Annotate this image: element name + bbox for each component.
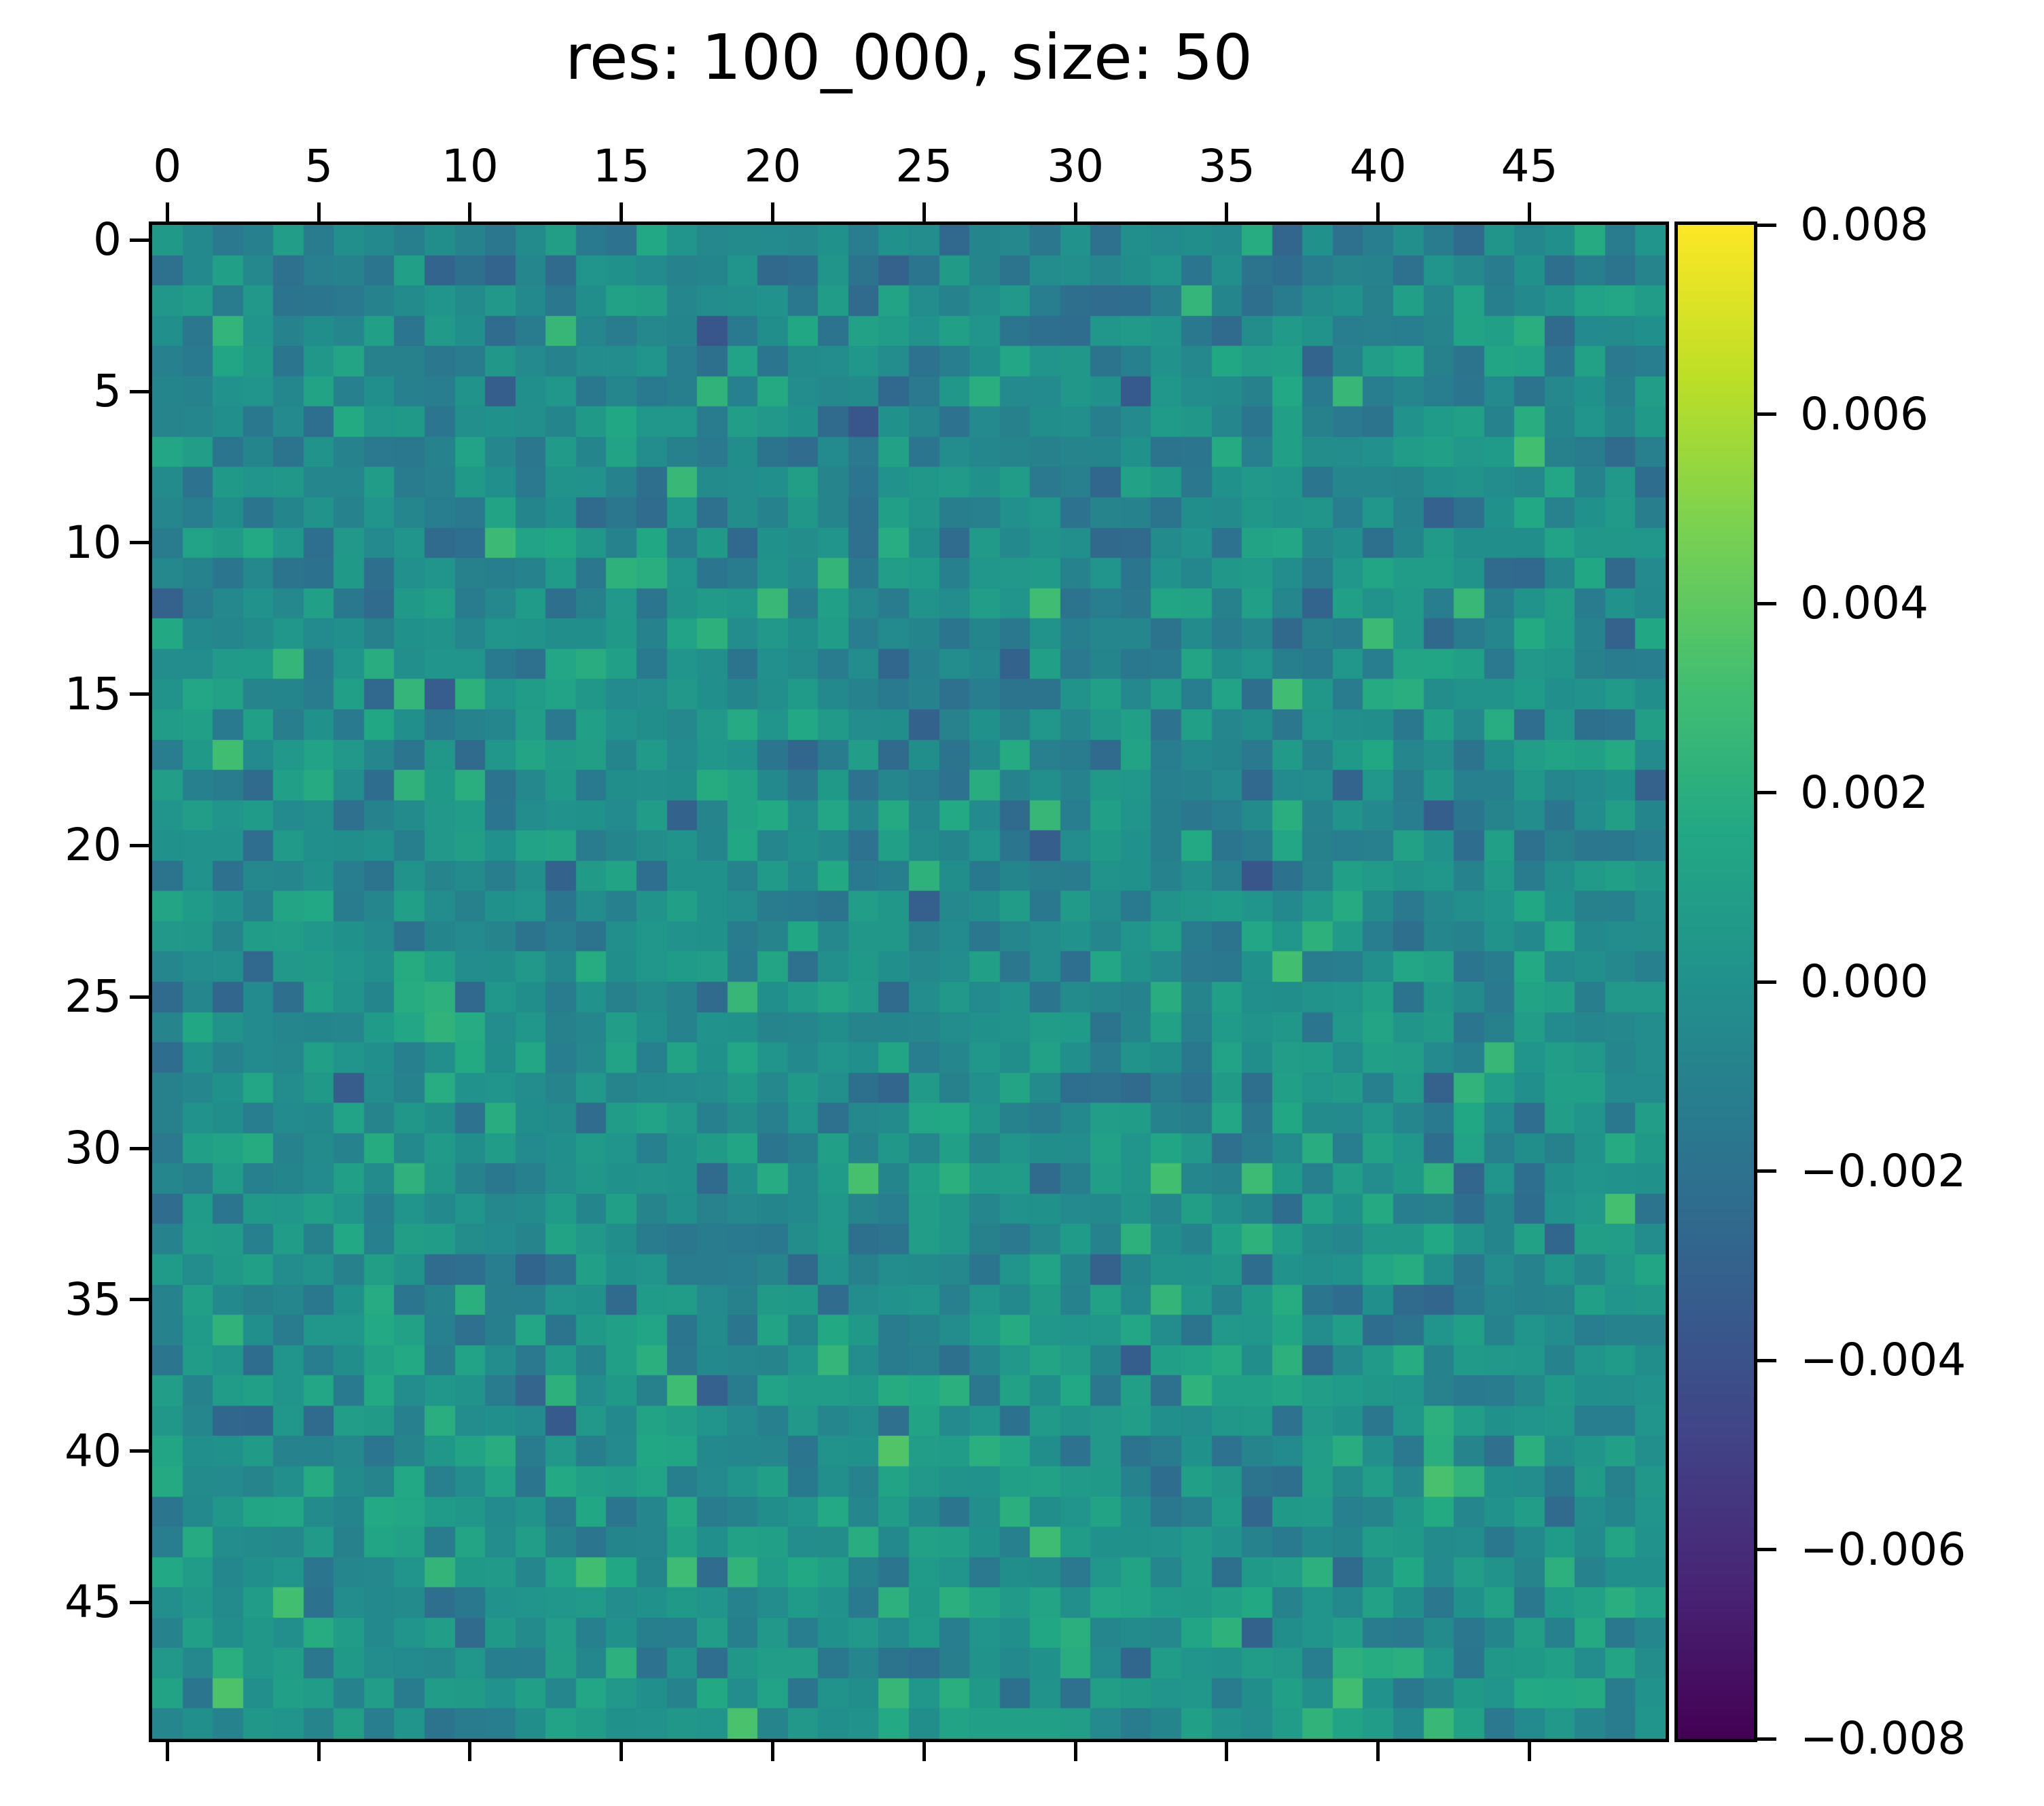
colorbar-tick-label-5: −0.002 xyxy=(1800,1144,1967,1197)
y-tick-20 xyxy=(130,843,149,847)
x-tick-label-15: 15 xyxy=(592,140,650,192)
colorbar-tick-1 xyxy=(1757,412,1776,416)
colorbar-tick-label-3: 0.002 xyxy=(1800,766,1929,819)
x-tick-top-15 xyxy=(620,202,624,222)
colorbar-tick-2 xyxy=(1757,601,1776,605)
x-tick-bottom-45 xyxy=(1527,1742,1531,1761)
colorbar-tick-label-1: 0.006 xyxy=(1800,387,1929,440)
x-tick-bottom-20 xyxy=(770,1742,774,1761)
x-tick-label-45: 45 xyxy=(1501,140,1558,192)
chart-title: res: 100_000, size: 50 xyxy=(565,21,1253,94)
x-tick-label-35: 35 xyxy=(1198,140,1255,192)
x-tick-bottom-10 xyxy=(468,1742,472,1761)
x-tick-bottom-15 xyxy=(620,1742,624,1761)
colorbar-tick-3 xyxy=(1757,791,1776,794)
colorbar-tick-8 xyxy=(1757,1737,1776,1741)
y-tick-30 xyxy=(130,1146,149,1150)
y-tick-10 xyxy=(130,541,149,545)
colorbar-tick-5 xyxy=(1757,1169,1776,1173)
x-tick-top-30 xyxy=(1073,202,1077,222)
x-tick-bottom-5 xyxy=(317,1742,321,1761)
x-tick-top-40 xyxy=(1376,202,1380,222)
y-tick-35 xyxy=(130,1298,149,1302)
y-tick-label-30: 30 xyxy=(65,1122,122,1175)
x-tick-label-0: 0 xyxy=(153,140,182,192)
colorbar-tick-6 xyxy=(1757,1358,1776,1362)
y-tick-25 xyxy=(130,995,149,999)
colorbar-tick-label-7: −0.006 xyxy=(1800,1523,1967,1576)
colorbar-tick-label-6: −0.004 xyxy=(1800,1334,1967,1386)
x-tick-bottom-40 xyxy=(1376,1742,1380,1761)
x-tick-top-25 xyxy=(922,202,926,222)
heatmap-canvas xyxy=(152,225,1666,1739)
colorbar xyxy=(1674,222,1757,1742)
x-tick-label-5: 5 xyxy=(304,140,334,192)
y-tick-15 xyxy=(130,692,149,696)
y-tick-label-25: 25 xyxy=(65,970,122,1023)
y-tick-5 xyxy=(130,389,149,393)
colorbar-tick-0 xyxy=(1757,223,1776,227)
x-tick-label-20: 20 xyxy=(744,140,802,192)
colorbar-tick-7 xyxy=(1757,1548,1776,1551)
heatmap-plot-area xyxy=(149,222,1669,1742)
y-tick-label-40: 40 xyxy=(65,1424,122,1477)
x-tick-top-5 xyxy=(317,202,321,222)
colorbar-tick-label-4: 0.000 xyxy=(1800,955,1929,1008)
x-tick-top-35 xyxy=(1225,202,1229,222)
x-tick-top-0 xyxy=(165,202,169,222)
y-tick-40 xyxy=(130,1449,149,1453)
x-tick-bottom-0 xyxy=(165,1742,169,1761)
colorbar-tick-label-0: 0.008 xyxy=(1800,198,1929,251)
y-tick-label-20: 20 xyxy=(65,819,122,872)
y-tick-45 xyxy=(130,1600,149,1604)
colorbar-tick-label-2: 0.004 xyxy=(1800,577,1929,629)
x-tick-top-20 xyxy=(770,202,774,222)
x-tick-label-25: 25 xyxy=(895,140,953,192)
y-tick-label-5: 5 xyxy=(93,365,122,418)
y-tick-label-0: 0 xyxy=(93,213,122,266)
y-tick-label-45: 45 xyxy=(65,1576,122,1629)
x-tick-label-10: 10 xyxy=(441,140,499,192)
x-tick-label-40: 40 xyxy=(1349,140,1407,192)
x-tick-label-30: 30 xyxy=(1047,140,1105,192)
x-tick-bottom-25 xyxy=(922,1742,926,1761)
colorbar-tick-label-8: −0.008 xyxy=(1800,1712,1967,1765)
colorbar-canvas xyxy=(1678,225,1754,1739)
y-tick-label-15: 15 xyxy=(65,667,122,720)
x-tick-bottom-30 xyxy=(1073,1742,1077,1761)
y-tick-label-35: 35 xyxy=(65,1273,122,1326)
x-tick-top-45 xyxy=(1527,202,1531,222)
x-tick-top-10 xyxy=(468,202,472,222)
y-tick-0 xyxy=(130,238,149,242)
y-tick-label-10: 10 xyxy=(65,516,122,569)
x-tick-bottom-35 xyxy=(1225,1742,1229,1761)
colorbar-tick-4 xyxy=(1757,980,1776,984)
